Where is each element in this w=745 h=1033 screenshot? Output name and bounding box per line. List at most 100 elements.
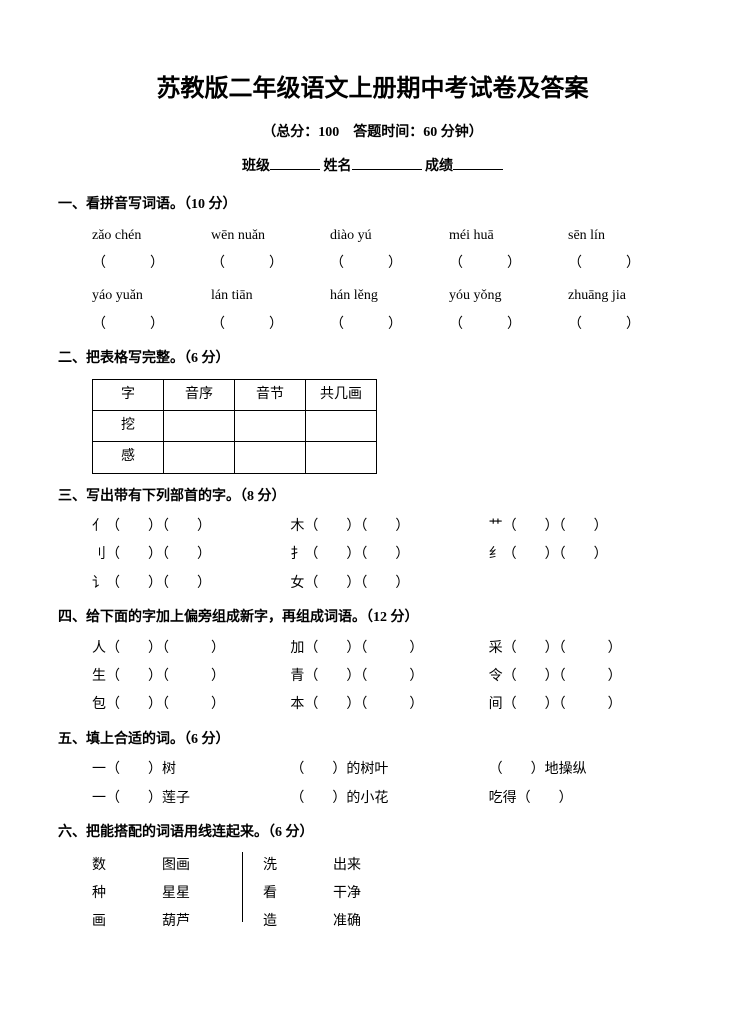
q5-row: 一（ ）莲子 （ ）的小花 吃得（） [58, 788, 687, 810]
rad-cell: 木（）（） [290, 516, 488, 538]
q1-body: zǎo chén wēn nuǎn diào yú méi huā sēn lí… [58, 225, 687, 337]
table-row: 挖 [93, 410, 377, 441]
table-row: 感 [93, 442, 377, 473]
char: 令 [489, 669, 503, 684]
radical: 刂 [92, 547, 106, 562]
text: （ [290, 762, 304, 777]
q3-row: 亻（）（） 木（）（） 艹（）（） [58, 516, 687, 538]
match-item: 图画 [162, 852, 232, 880]
score-blank [453, 155, 503, 170]
th: 共几画 [306, 379, 377, 410]
match-item: 画 [92, 908, 162, 936]
char-cell: 令（）（） [489, 666, 687, 688]
rad-cell: 艹（）（） [489, 516, 687, 538]
match-right: 洗 看 造 出来 干净 准确 [263, 852, 403, 936]
char: 采 [489, 641, 503, 656]
char-cell: 生（）（） [92, 666, 290, 688]
text: ）的树叶 [332, 762, 388, 777]
match-item: 准确 [333, 908, 403, 936]
q4-row: 人（）（） 加（）（） 采（）（） [58, 638, 687, 660]
char: 加 [290, 641, 304, 656]
char: 包 [92, 697, 106, 712]
radical: 艹 [489, 519, 503, 534]
info-line: 班级 姓名 成绩 [58, 155, 687, 178]
text: 一（ [92, 791, 120, 806]
q1-head: 一、看拼音写词语。（10 分） [58, 194, 687, 216]
rad-cell: 讠（）（） [92, 573, 290, 595]
radical: 亻 [92, 519, 106, 534]
pinyin-cell: zhuāng jia [568, 285, 687, 307]
match-col-c: 洗 看 造 [263, 852, 333, 936]
paren-cell: （） [330, 253, 449, 275]
paren-cell: （） [449, 314, 568, 336]
pinyin-cell: lán tiān [211, 285, 330, 307]
match-col-d: 出来 干净 准确 [333, 852, 403, 936]
q5-row: 一（）树 （）的树叶 （）地操纵 [58, 759, 687, 781]
score-label: 成绩 [425, 159, 453, 174]
char-cell: 采（）（） [489, 638, 687, 660]
class-blank [270, 155, 320, 170]
td [235, 410, 306, 441]
td [306, 410, 377, 441]
fill-cell: （）地操纵 [489, 759, 687, 781]
match-left: 数 种 画 图画 星星 葫芦 [92, 852, 232, 936]
pinyin-cell: hán lěng [330, 285, 449, 307]
pinyin-cell: yóu yǒng [449, 285, 568, 307]
rad-cell: 刂（）（） [92, 544, 290, 566]
radical: 木 [290, 519, 304, 534]
q4-head: 四、给下面的字加上偏旁组成新字，再组成词语。（12 分） [58, 607, 687, 629]
match-item: 洗 [263, 852, 333, 880]
th: 音节 [235, 379, 306, 410]
match-item: 出来 [333, 852, 403, 880]
radical: 女 [290, 576, 304, 591]
q3-row: 刂（）（） 扌（）（） 纟（）（） [58, 544, 687, 566]
q6-head: 六、把能搭配的词语用线连起来。（6 分） [58, 822, 687, 844]
rad-cell: 纟（）（） [489, 544, 687, 566]
paren-cell: （） [568, 253, 687, 275]
char: 本 [290, 697, 304, 712]
text: ）莲子 [148, 791, 190, 806]
page-subtitle: （总分：100 答题时间：60 分钟） [58, 122, 687, 144]
pinyin-row-2: yáo yuǎn lán tiān hán lěng yóu yǒng zhuā… [92, 285, 687, 307]
pinyin-cell: méi huā [449, 225, 568, 247]
text: ） [559, 791, 573, 806]
char-cell: 包（）（） [92, 694, 290, 716]
radical: 扌 [290, 547, 304, 562]
match-item: 种 [92, 880, 162, 908]
char: 间 [489, 697, 503, 712]
q4-row: 包（）（） 本（）（） 间（）（） [58, 694, 687, 716]
char-cell: 青（）（） [290, 666, 488, 688]
fill-cell: （ ）的树叶 [290, 759, 488, 781]
fill-cell: 一（ ）莲子 [92, 788, 290, 810]
text: ）树 [148, 762, 176, 777]
td: 感 [93, 442, 164, 473]
name-label: 姓名 [324, 159, 352, 174]
td [235, 442, 306, 473]
text: ）的小花 [332, 791, 388, 806]
match-item: 数 [92, 852, 162, 880]
name-blank [352, 155, 422, 170]
paren-cell: （） [92, 253, 211, 275]
rad-cell: 亻（）（） [92, 516, 290, 538]
rad-cell [489, 573, 687, 595]
q3-row: 讠（）（） 女（）（） [58, 573, 687, 595]
match-item: 造 [263, 908, 333, 936]
th: 字 [93, 379, 164, 410]
match-item: 看 [263, 880, 333, 908]
td [306, 442, 377, 473]
q5-head: 五、填上合适的词。（6 分） [58, 729, 687, 751]
q6-body: 数 种 画 图画 星星 葫芦 洗 看 造 出来 干净 准确 [58, 852, 687, 936]
char: 生 [92, 669, 106, 684]
pinyin-cell: yáo yuǎn [92, 285, 211, 307]
match-col-b: 图画 星星 葫芦 [162, 852, 232, 936]
pinyin-row-1: zǎo chén wēn nuǎn diào yú méi huā sēn lí… [92, 225, 687, 247]
q4-row: 生（）（） 青（）（） 令（）（） [58, 666, 687, 688]
paren-row-1: （） （） （） （） （） [92, 253, 687, 275]
fill-cell: 吃得（） [489, 788, 687, 810]
text: （ [290, 791, 304, 806]
match-item: 星星 [162, 880, 232, 908]
radical: 纟 [489, 547, 503, 562]
td [164, 410, 235, 441]
rad-cell: 女（）（） [290, 573, 488, 595]
paren-cell: （） [211, 314, 330, 336]
